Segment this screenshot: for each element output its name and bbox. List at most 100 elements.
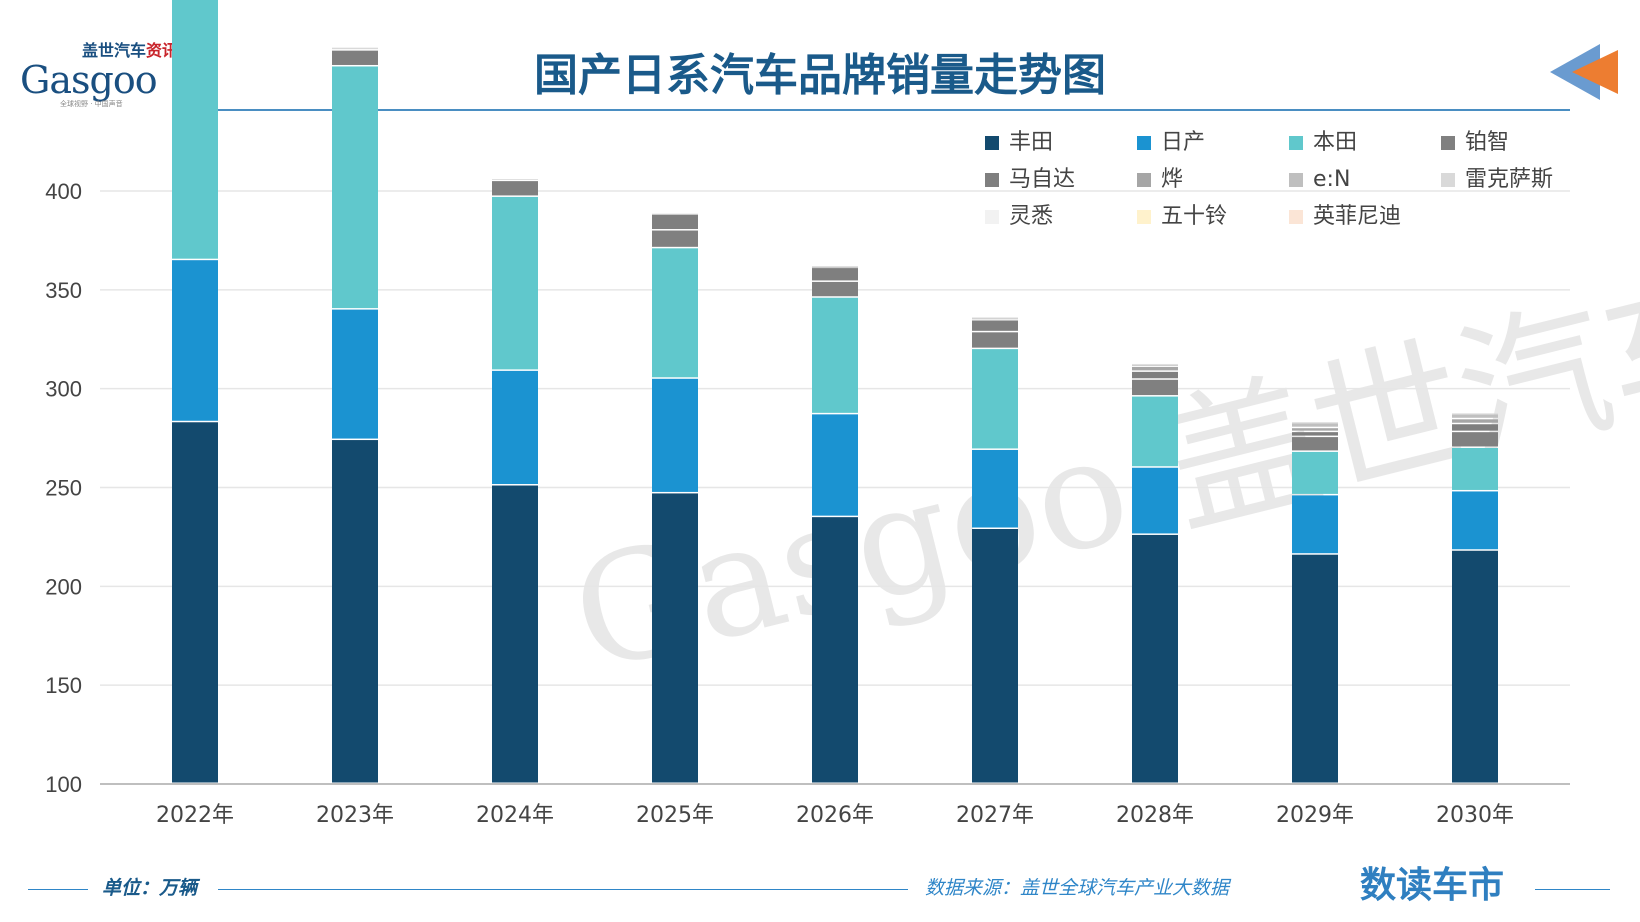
x-tick-label: 2029年 [1276,803,1354,828]
x-tick-label: 2027年 [956,803,1034,828]
x-tick-label: 2028年 [1116,803,1194,828]
bar-segment-e:N [1452,414,1498,418]
legend-swatch [1137,173,1151,187]
bar-segment-e:N [1292,423,1338,427]
source-label: 数据来源：盖世全球汽车产业大数据 [925,877,1230,899]
legend-label: 马自达 [1009,167,1076,192]
bar-segment-本田 [1452,447,1498,490]
legend-swatch [1137,210,1151,224]
legend-swatch [1289,136,1303,150]
legend-label: 铂智 [1465,130,1510,155]
bar-segment-丰田 [172,422,218,783]
bar-segment-e:N [812,267,858,268]
y-tick-label: 100 [45,772,82,797]
bar-segment-铂智 [1452,432,1498,447]
bar-segment-烨 [1132,366,1178,371]
legend-item: 铂智 [1441,130,1509,156]
legend-label: 本田 [1313,130,1358,155]
x-tick-label: 2024年 [476,803,554,828]
gasgoo-logo: 盖世汽车资讯 Gasgoo 全球视野 · 中国声音 [20,41,195,109]
legend-item: 灵悉 [985,204,1053,230]
legend-item: 丰田 [985,130,1053,156]
legend-item: 雷克萨斯 [1441,167,1553,193]
x-tick-label: 2022年 [156,803,234,828]
legend-item: e:N [1289,167,1350,193]
brand-logo: 数读车市 [1360,865,1505,906]
legend-item: 本田 [1289,130,1357,156]
header-divider [180,109,1570,111]
logo-slogan: 全球视野 · 中国声音 [60,100,123,108]
legend-item: 马自达 [985,167,1075,193]
bar-segment-铂智 [812,281,858,297]
bar-segment-丰田 [652,493,698,783]
bar-segment-烨 [1452,419,1498,423]
bar-segment-本田 [652,248,698,378]
x-tick-label: 2025年 [636,803,714,828]
y-tick-label: 350 [45,278,82,303]
bar-segment-丰田 [492,485,538,783]
bar-segment-e:N [972,318,1018,320]
legend-swatch [985,136,999,150]
logo-en: Gasgoo [20,58,158,102]
bar-segment-马自达 [972,320,1018,331]
bar-segment-雷克萨斯 [332,47,378,50]
bar-segment-日产 [1292,495,1338,554]
logo-cn: 盖世汽车资讯 [82,41,179,60]
bar-segment-e:N [1132,364,1178,366]
legend-item: 日产 [1137,130,1205,156]
bar-segment-日产 [972,449,1018,528]
bar-segment-日产 [652,378,698,492]
y-tick-label: 250 [45,476,82,501]
legend-label: 丰田 [1009,130,1054,155]
legend-label: 五十铃 [1161,204,1228,229]
bar-segment-马自达 [1132,371,1178,379]
bar-segment-日产 [492,370,538,485]
bar-segment-本田 [972,349,1018,449]
bar-segment-丰田 [1292,554,1338,783]
bar-segment-雷克萨斯 [1452,413,1498,415]
footer-line [28,889,88,890]
bar-segment-马自达 [332,50,378,65]
bar-segment-日产 [1132,467,1178,534]
legend-label: 日产 [1161,130,1206,155]
bar-segment-马自达 [1452,424,1498,431]
bar-segment-铂智 [1132,379,1178,396]
unit-label: 单位：万辆 [102,877,198,899]
legend-item: 英菲尼迪 [1289,204,1401,230]
legend-item: 烨 [1137,167,1183,193]
bar-segment-马自达 [1292,432,1338,436]
bar-segment-本田 [812,297,858,413]
bar-segment-雷克萨斯 [492,179,538,180]
bar-segment-本田 [1292,451,1338,494]
legend-label: 灵悉 [1009,204,1054,229]
bar-segment-丰田 [1132,534,1178,783]
bar-segment-丰田 [972,529,1018,783]
legend-swatch [1441,173,1455,187]
legend-swatch [1137,136,1151,150]
bar-segment-雷克萨斯 [812,266,858,267]
bar-segment-铂智 [972,332,1018,348]
bar-segment-日产 [1452,491,1498,550]
legend-swatch [985,173,999,187]
bar-segment-雷克萨斯 [972,317,1018,319]
bar-segment-丰田 [1452,550,1498,783]
footer-line [218,889,908,890]
x-tick-label: 2023年 [316,803,394,828]
bar-segment-丰田 [812,517,858,783]
page-title: 国产日系汽车品牌销量走势图 [534,50,1106,101]
bar-segment-本田 [172,0,218,259]
legend-swatch [1289,210,1303,224]
y-tick-label: 300 [45,377,82,402]
legend-label: 烨 [1161,167,1184,192]
bar-segment-雷克萨斯 [652,213,698,215]
legend-item: 五十铃 [1137,204,1227,230]
footer-line [1535,889,1610,890]
x-tick-label: 2026年 [796,803,874,828]
legend-label: 雷克萨斯 [1465,167,1554,192]
legend-label: e:N [1313,167,1351,192]
bar-segment-本田 [1132,396,1178,467]
bar-segment-日产 [172,260,218,421]
bar-segment-烨 [1292,428,1338,431]
arrow-left-icon [1550,44,1618,100]
bar-segment-雷克萨斯 [1132,363,1178,365]
